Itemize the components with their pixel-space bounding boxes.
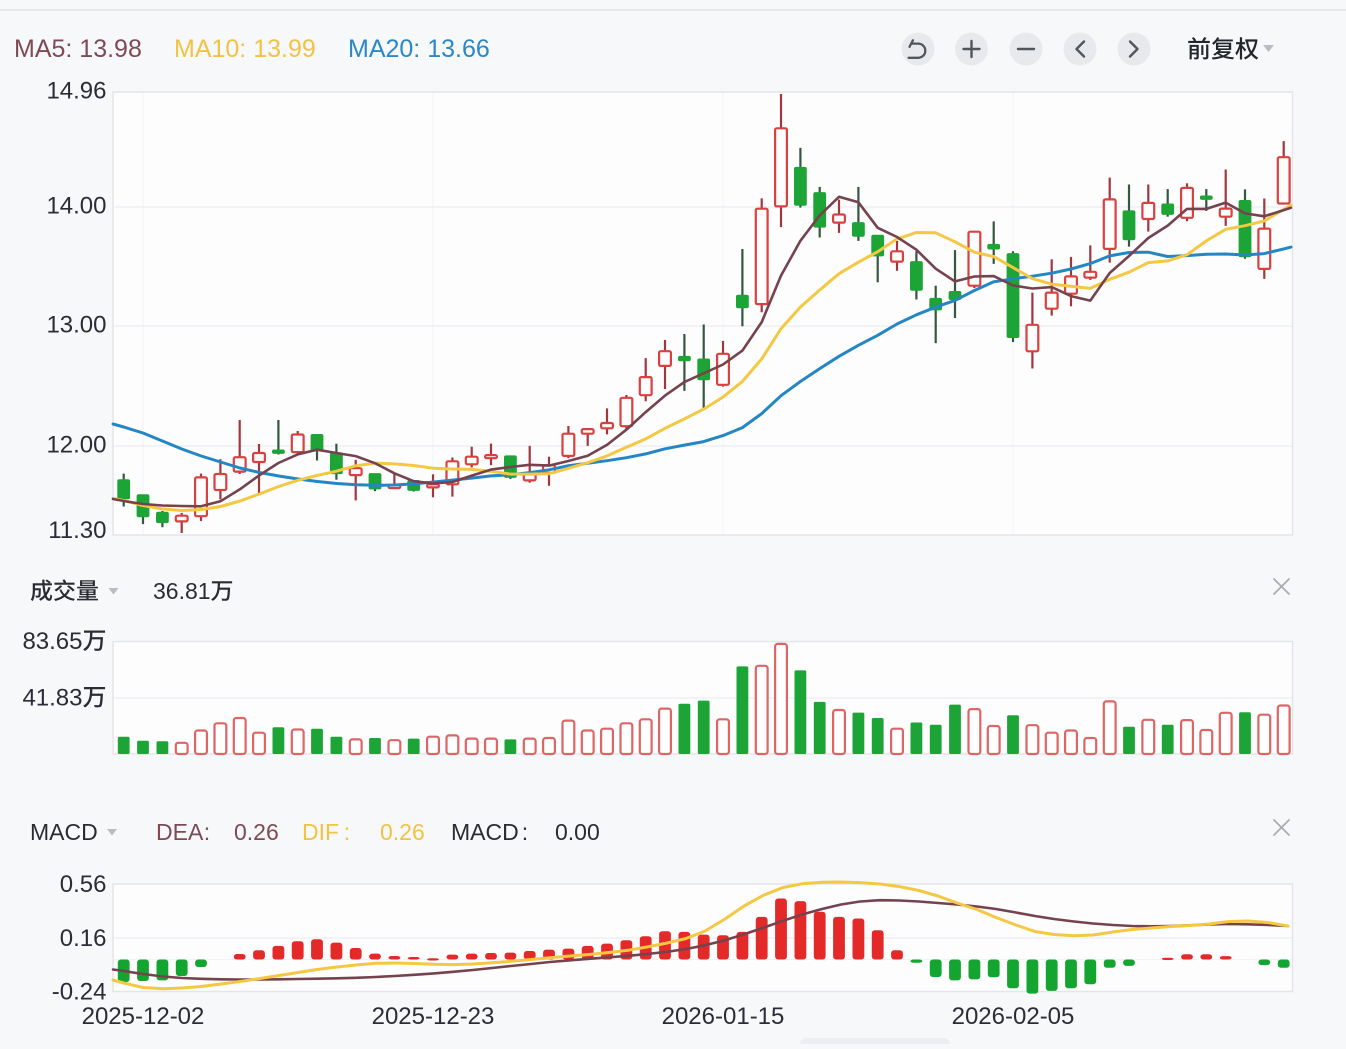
svg-text:0.56: 0.56 <box>60 871 107 898</box>
svg-text:13.00: 13.00 <box>46 312 106 339</box>
svg-text:DIF: DIF <box>302 819 339 845</box>
svg-text:14.96: 14.96 <box>46 78 106 105</box>
svg-text:-0.24: -0.24 <box>52 979 107 1006</box>
svg-text:12.00: 12.00 <box>46 432 106 459</box>
svg-text:2026-01-15: 2026-01-15 <box>662 1003 785 1030</box>
svg-text:0.16: 0.16 <box>60 925 107 952</box>
svg-text:36.81: 36.81 <box>153 578 211 604</box>
svg-text:MA5: 13.98: MA5: 13.98 <box>14 35 142 63</box>
svg-text:0.26: 0.26 <box>380 819 425 845</box>
svg-text:83.65: 83.65 <box>22 628 82 655</box>
svg-text:41.83: 41.83 <box>22 685 82 712</box>
svg-text::: : <box>204 819 210 845</box>
svg-text::: : <box>522 819 528 845</box>
svg-text:2025-12-02: 2025-12-02 <box>82 1003 205 1030</box>
svg-text:MACD: MACD <box>30 819 98 845</box>
svg-text:14.00: 14.00 <box>46 193 106 220</box>
svg-text::: : <box>344 819 350 845</box>
svg-text:2026-02-05: 2026-02-05 <box>952 1003 1075 1030</box>
svg-text:0.26: 0.26 <box>234 819 279 845</box>
svg-text:MA10: 13.99: MA10: 13.99 <box>174 35 316 63</box>
svg-text:MACD: MACD <box>451 819 519 845</box>
svg-text:2025-12-23: 2025-12-23 <box>372 1003 495 1030</box>
svg-text:MA20: 13.66: MA20: 13.66 <box>348 35 490 63</box>
svg-text:11.30: 11.30 <box>48 517 106 544</box>
svg-text:DEA: DEA <box>156 819 204 845</box>
svg-text:0.00: 0.00 <box>555 819 600 845</box>
